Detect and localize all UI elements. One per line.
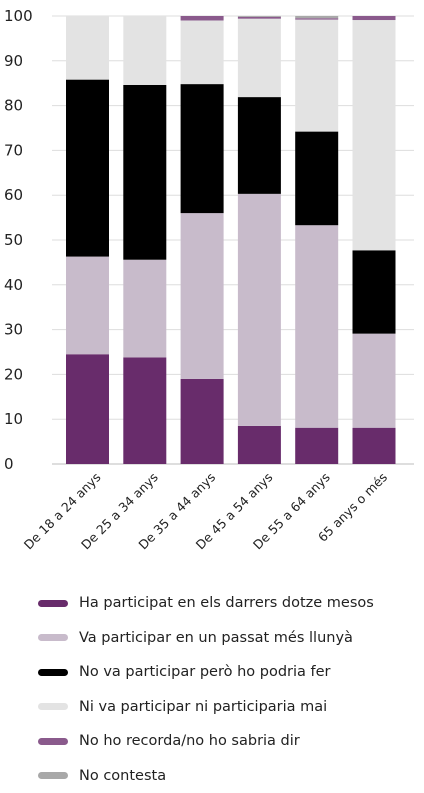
legend-label: No va participar però ho podria fer bbox=[79, 664, 331, 680]
bar-segment bbox=[353, 16, 396, 20]
legend-label: No contesta bbox=[79, 768, 166, 784]
bar-segment bbox=[238, 19, 281, 97]
bar-segment bbox=[295, 18, 338, 19]
legend-item: No contesta bbox=[38, 759, 374, 793]
bar-segment bbox=[123, 260, 166, 358]
bar-segment bbox=[238, 97, 281, 194]
legend-swatch bbox=[38, 772, 68, 779]
y-tick-label: 20 bbox=[4, 365, 23, 383]
bar-segment bbox=[123, 85, 166, 260]
bar-segment bbox=[181, 379, 224, 464]
legend-swatch bbox=[38, 600, 68, 607]
bar-segment bbox=[295, 16, 338, 18]
legend-item: Va participar en un passat més llunyà bbox=[38, 621, 374, 656]
bar-segment bbox=[181, 16, 224, 20]
bar-segment bbox=[66, 16, 109, 80]
bar-segment bbox=[123, 357, 166, 464]
y-tick-label: 50 bbox=[4, 231, 23, 249]
legend-label: Va participar en un passat més llunyà bbox=[79, 630, 353, 646]
y-tick-label: 100 bbox=[4, 7, 33, 25]
y-tick-label: 60 bbox=[4, 186, 23, 204]
bar-segment bbox=[353, 20, 396, 250]
legend-swatch bbox=[38, 703, 68, 710]
legend-swatch bbox=[38, 634, 68, 641]
y-tick-label: 80 bbox=[4, 97, 23, 115]
bar-segment bbox=[181, 84, 224, 213]
legend-item: Ni va participar ni participaria mai bbox=[38, 690, 374, 725]
bar-segment bbox=[295, 428, 338, 464]
bar-segment bbox=[181, 20, 224, 84]
legend-item: No ho recorda/no ho sabria dir bbox=[38, 724, 374, 759]
bar-segment bbox=[66, 354, 109, 464]
legend-swatch bbox=[38, 738, 68, 745]
bar-segment bbox=[238, 426, 281, 464]
bar-segment bbox=[123, 16, 166, 85]
y-tick-label: 90 bbox=[4, 52, 23, 70]
y-axis-ticks: 0 10 20 30 40 50 60 70 80 90 100 bbox=[4, 7, 33, 473]
stacked-bar-chart: 0 10 20 30 40 50 60 70 80 90 100 De 18 a 24 anysDe… bbox=[0, 0, 424, 560]
bar-segment bbox=[66, 80, 109, 257]
bar-segment bbox=[66, 257, 109, 355]
bar-segment bbox=[295, 225, 338, 427]
y-tick-label: 40 bbox=[4, 276, 23, 294]
bar-segment bbox=[353, 428, 396, 464]
bar-segment bbox=[295, 20, 338, 132]
legend-swatch bbox=[38, 669, 68, 676]
bar-segment bbox=[238, 16, 281, 17]
bar-segment bbox=[353, 334, 396, 428]
bar-segment bbox=[353, 250, 396, 333]
y-tick-label: 0 bbox=[4, 455, 14, 473]
legend-label: Ha participat en els darrers dotze mesos bbox=[79, 595, 374, 611]
bar-segment bbox=[238, 194, 281, 426]
legend-label: No ho recorda/no ho sabria dir bbox=[79, 733, 300, 749]
bar-segment bbox=[238, 17, 281, 19]
y-tick-label: 30 bbox=[4, 321, 23, 339]
y-tick-label: 10 bbox=[4, 410, 23, 428]
bar-segment bbox=[181, 213, 224, 379]
y-tick-label: 70 bbox=[4, 141, 23, 159]
legend-item: Ha participat en els darrers dotze mesos bbox=[38, 586, 374, 621]
legend-label: Ni va participar ni participaria mai bbox=[79, 699, 327, 715]
legend: Ha participat en els darrers dotze mesos… bbox=[38, 586, 374, 793]
bar-segment bbox=[295, 132, 338, 226]
legend-item: No va participar però ho podria fer bbox=[38, 655, 374, 690]
